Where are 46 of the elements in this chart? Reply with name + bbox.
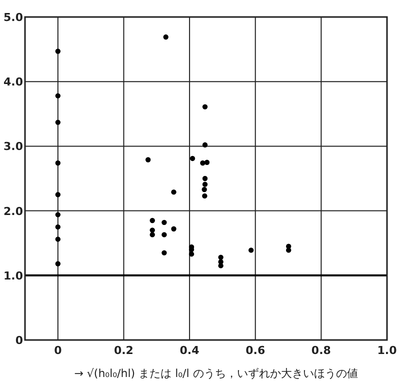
x-tick-label: 0.2 — [114, 344, 134, 357]
x-axis-title: → √(h₀l₀/hl) または l₀/l のうち，いずれか大きいほうの値 — [74, 367, 358, 380]
y-tick-label: 2.0 — [4, 204, 24, 218]
point — [202, 193, 208, 199]
point — [145, 157, 151, 162]
point — [202, 104, 208, 110]
y-tick-label: 1.0 — [4, 269, 24, 282]
point — [171, 226, 176, 232]
point — [202, 176, 208, 182]
point — [248, 248, 254, 253]
point — [55, 236, 61, 242]
x-tick-label: 1.0 — [377, 344, 398, 357]
point — [55, 48, 61, 54]
point — [163, 34, 168, 40]
point — [55, 224, 61, 230]
point — [218, 263, 224, 268]
point — [218, 254, 224, 260]
point — [55, 93, 61, 98]
y-tick-label: 5.0 — [4, 11, 24, 24]
point — [171, 189, 176, 195]
y-tick-label: 3.0 — [4, 140, 24, 154]
point — [150, 232, 155, 238]
point — [188, 251, 194, 257]
point — [55, 261, 61, 266]
x-tick-label: 0.4 — [180, 344, 200, 357]
x-tick-label: 0 — [54, 344, 62, 357]
x-tick-label: 0.8 — [311, 344, 331, 357]
point — [162, 232, 167, 238]
point — [55, 192, 61, 198]
point — [202, 182, 208, 187]
point — [202, 142, 208, 148]
y-tick-label: 0 — [15, 334, 24, 347]
point — [204, 160, 210, 165]
point — [150, 218, 155, 224]
x-tick-label: 0.6 — [246, 344, 266, 357]
point — [55, 160, 61, 166]
point — [162, 250, 167, 256]
point — [202, 186, 207, 192]
point — [200, 160, 206, 166]
point — [55, 120, 61, 125]
point — [162, 220, 167, 226]
point — [150, 228, 155, 233]
point — [55, 212, 61, 218]
point — [190, 156, 196, 162]
point — [286, 248, 292, 253]
y-tick-label: 4.0 — [4, 76, 24, 89]
